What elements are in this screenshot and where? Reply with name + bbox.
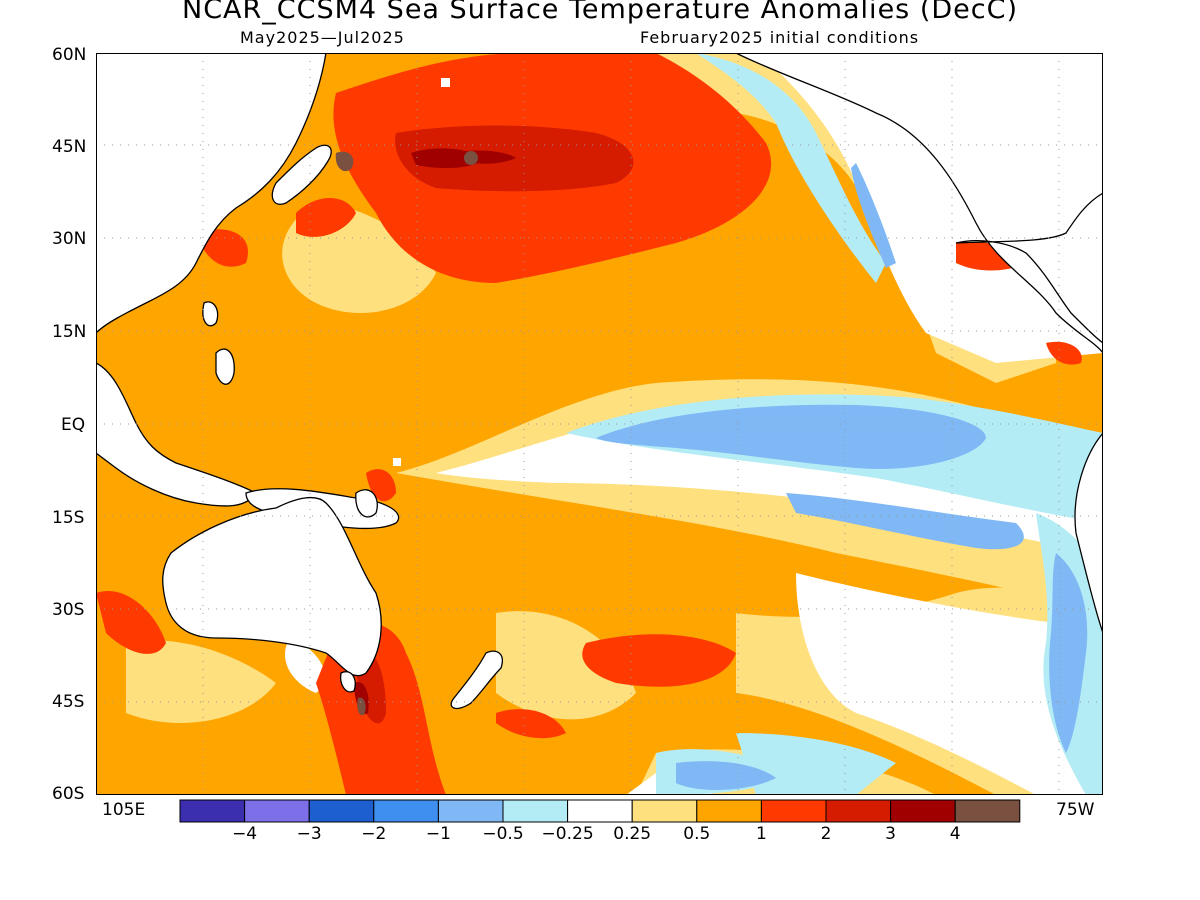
land-newguinea-tip xyxy=(355,489,378,518)
land-taiwan xyxy=(202,301,219,327)
land-japan xyxy=(271,144,332,205)
map-title: NCAR_CCSM4 Sea Surface Temperature Anoma… xyxy=(182,0,1018,25)
lat-label: 45S xyxy=(52,692,85,712)
anomaly-neg05 xyxy=(596,163,1088,790)
land-philippines xyxy=(215,348,235,385)
colorbar-swatch xyxy=(631,799,698,823)
missing-data xyxy=(393,78,450,466)
colorbar-tick-label: −4 xyxy=(232,824,258,844)
colorbar-tick-label: 1 xyxy=(755,824,767,844)
colorbar-swatch xyxy=(696,799,762,823)
colorbar-tick-label: −0.25 xyxy=(541,824,594,844)
lat-label: 60S xyxy=(52,784,85,804)
colorbar-swatch xyxy=(244,799,310,823)
lon-label-west: 105E xyxy=(102,800,146,820)
colorbar-tick-label: −0.5 xyxy=(482,824,524,844)
land-masses xyxy=(95,52,1104,710)
colorbar-swatch xyxy=(308,799,375,823)
land-new-zealand xyxy=(450,650,503,710)
lat-label: 30S xyxy=(52,600,85,620)
initial-conditions: February2025 initial conditions xyxy=(640,28,920,47)
colorbar-swatch xyxy=(954,799,1021,823)
colorbar-tick-label: 0.5 xyxy=(683,824,711,844)
lat-label: 60N xyxy=(52,45,87,65)
map-canvas xyxy=(95,52,1104,795)
lat-label: 15N xyxy=(52,322,87,342)
colorbar xyxy=(179,799,1021,823)
colorbar-swatch xyxy=(437,799,504,823)
land-south-america xyxy=(1074,431,1104,634)
lat-label: 45N xyxy=(52,137,87,157)
colorbar-tick-label: 2 xyxy=(820,824,832,844)
lon-label-east: 75W xyxy=(1056,800,1095,820)
map-frame xyxy=(96,53,1103,795)
forecast-period: May2025—Jul2025 xyxy=(240,28,405,47)
land-gulf-coast xyxy=(955,191,1104,345)
land-north-america xyxy=(735,52,1104,356)
colorbar-swatch xyxy=(825,799,892,823)
land-indochina xyxy=(95,361,257,507)
colorbar-tick-label: −1 xyxy=(425,824,451,844)
colorbar-swatch xyxy=(760,799,827,823)
colorbar-swatch xyxy=(890,799,956,823)
colorbar-swatch xyxy=(567,799,633,823)
land-tasmania xyxy=(340,671,356,693)
colorbar-tick-label: 3 xyxy=(885,824,897,844)
colorbar-tick-label: −3 xyxy=(296,824,322,844)
land-asia xyxy=(95,52,327,335)
lat-label: 30N xyxy=(52,229,87,249)
colorbar-tick-label: −2 xyxy=(361,824,387,844)
colorbar-swatch xyxy=(179,799,246,823)
colorbar-tick-label: 4 xyxy=(949,824,961,844)
lat-label: EQ xyxy=(61,415,86,435)
anomaly-gt4 xyxy=(335,151,478,716)
sst-anomaly-map xyxy=(95,52,1104,795)
land-australia xyxy=(162,496,382,677)
colorbar-tick-label: 0.25 xyxy=(613,824,652,844)
lat-label: 15S xyxy=(52,508,85,528)
colorbar-swatch xyxy=(373,799,439,823)
colorbar-swatch xyxy=(502,799,569,823)
